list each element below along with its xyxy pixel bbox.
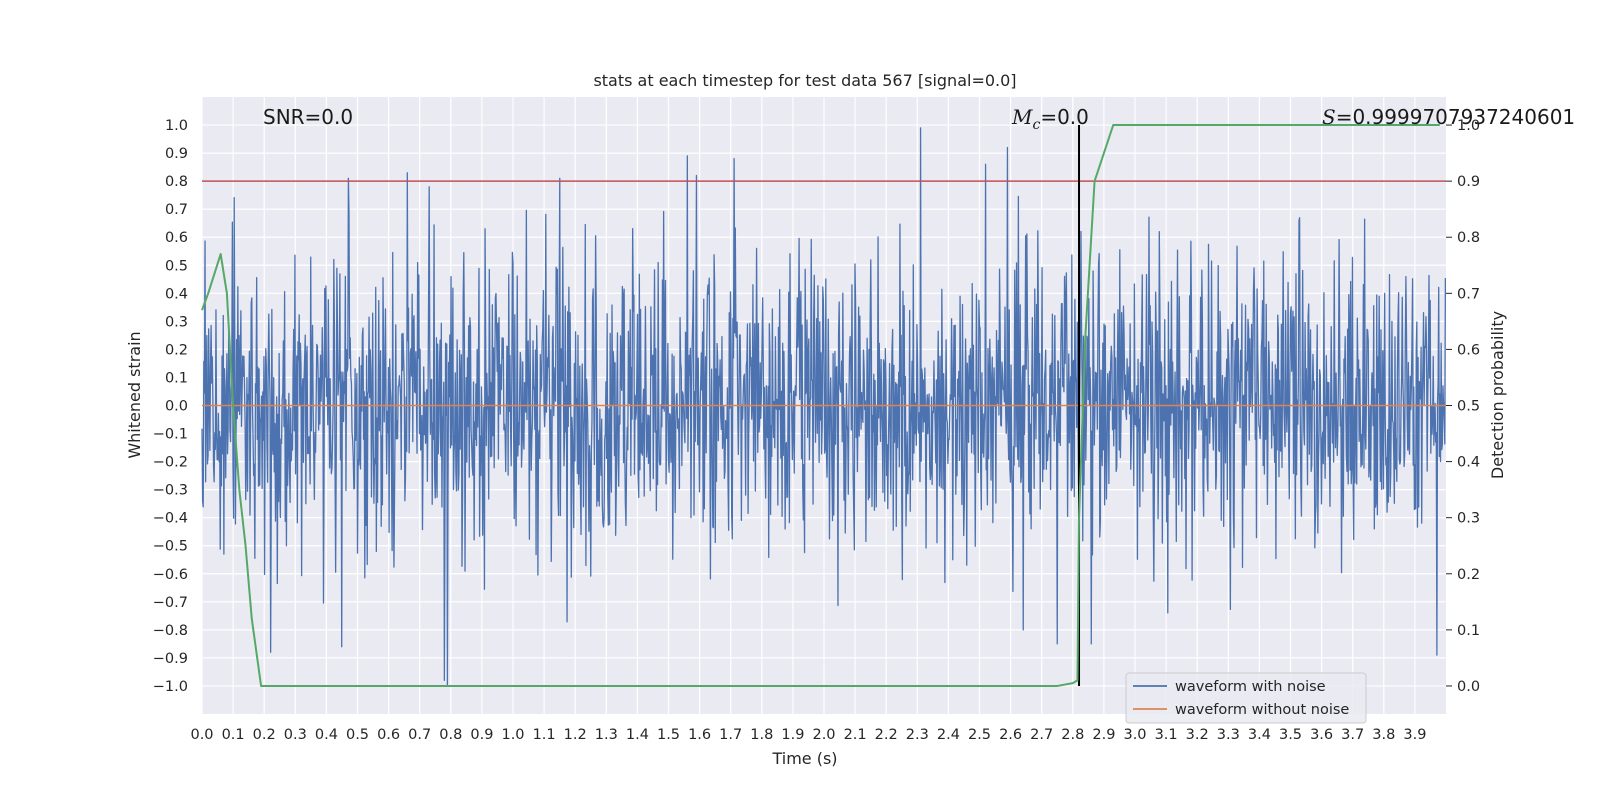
y-right-tick-label: 0.3 (1457, 511, 1480, 527)
y-right-tick-label: 0.8 (1457, 230, 1480, 246)
x-tick-label: 1.7 (719, 727, 742, 743)
y-tick-label: −0.4 (153, 511, 188, 527)
mc-subscript: c (1032, 117, 1040, 133)
legend: waveform with noise waveform without noi… (1125, 672, 1367, 724)
s-value: =0.9999707937240601 (1336, 105, 1575, 129)
y-tick-label: −0.9 (153, 651, 188, 667)
x-tick-label: 2.4 (937, 727, 960, 743)
x-tick-label: 1.2 (564, 727, 587, 743)
waveform-with-noise-series (201, 127, 1447, 687)
y-right-tick-label: 0.7 (1457, 286, 1480, 302)
y-right-tick-label: 0.1 (1457, 623, 1480, 639)
x-tick-label: 2.2 (875, 727, 898, 743)
y-tick-label: −0.1 (153, 427, 188, 443)
x-tick-label: 3.2 (1186, 727, 1209, 743)
x-tick-label: 2.7 (1030, 727, 1053, 743)
s-symbol: S (1322, 105, 1336, 129)
x-axis-label: Time (s) (771, 749, 837, 768)
x-tick-label: 3.7 (1341, 727, 1364, 743)
x-tick-label: 2.5 (968, 727, 991, 743)
y-axis-left: 1.0 0.9 0.8 0.7 0.6 0.5 0.4 0.3 0.2 0.1 0.0 −0.1 −0.… (153, 118, 188, 695)
overlay-series (201, 124, 1446, 687)
x-tick-label: 3.9 (1403, 727, 1426, 743)
mc-value: =0.0 (1040, 105, 1089, 129)
y-tick-label: 0.1 (165, 370, 188, 386)
y-tick-label: −0.6 (153, 567, 188, 583)
x-tick-label: 0.9 (470, 727, 493, 743)
y-tick-label: 0.6 (165, 230, 188, 246)
y-tick-label: −0.7 (153, 595, 188, 611)
y-tick-label: 0.2 (165, 342, 188, 358)
y-tick-label: −0.2 (153, 455, 188, 471)
x-tick-label: 2.3 (906, 727, 929, 743)
x-tick-label: 3.1 (1155, 727, 1178, 743)
x-tick-label: 3.6 (1310, 727, 1333, 743)
y-tick-label: −0.3 (153, 483, 188, 499)
x-tick-label: 0.4 (315, 727, 338, 743)
legend-label-clean: waveform without noise (1175, 702, 1349, 718)
chart-title: stats at each timestep for test data 567… (593, 71, 1016, 90)
score-annotation: S=0.9999707937240601 (1322, 105, 1575, 129)
x-axis: 0.0 0.1 0.2 0.3 0.4 0.5 0.6 0.7 0.8 0.9 1.0 1.1 1.2 1… (190, 727, 1426, 743)
legend-label-noise: waveform with noise (1175, 679, 1326, 695)
y-axis-label: Whitened strain (125, 331, 144, 458)
waveform-with-noise-line (201, 127, 1447, 687)
y-tick-label: 0.9 (165, 146, 188, 162)
y-right-tick-label: 0.4 (1457, 455, 1480, 471)
y-right-tick-label: 0.5 (1457, 399, 1480, 415)
x-tick-label: 2.8 (1061, 727, 1084, 743)
y-tick-label: 0.5 (165, 258, 188, 274)
x-tick-label: 3.5 (1279, 727, 1302, 743)
y-right-tick-label: 0.9 (1457, 174, 1480, 190)
y-right-tick-label: 0.2 (1457, 567, 1480, 583)
y-right-tick-label: 0.0 (1457, 679, 1480, 695)
x-tick-label: 3.4 (1248, 727, 1271, 743)
y-tick-label: 1.0 (165, 118, 188, 134)
x-tick-label: 2.6 (999, 727, 1022, 743)
snr-annotation: SNR=0.0 (263, 105, 353, 129)
legend-box (1125, 672, 1367, 724)
chirp-mass-annotation: Mc=0.0 (1011, 105, 1089, 133)
y-tick-label: −0.5 (153, 539, 188, 555)
mc-symbol: M (1011, 105, 1033, 129)
y-right-tick-label: 1.0 (1457, 118, 1480, 134)
x-tick-label: 2.9 (1092, 727, 1115, 743)
y-axis-right: 1.0 0.9 0.8 0.7 0.6 0.5 0.4 0.3 0.2 0.1 0.0 (1446, 118, 1480, 695)
x-tick-label: 0.3 (284, 727, 307, 743)
x-tick-label: 1.5 (657, 727, 680, 743)
y-tick-label: 0.4 (165, 286, 188, 302)
x-tick-label: 1.9 (781, 727, 804, 743)
x-tick-label: 0.5 (346, 727, 369, 743)
y-tick-label: 0.8 (165, 174, 188, 190)
y-tick-label: −1.0 (153, 679, 188, 695)
y-tick-label: 0.0 (165, 399, 188, 415)
detection-probability-line (201, 124, 1440, 687)
y-right-tick-label: 0.6 (1457, 342, 1480, 358)
x-tick-label: 0.2 (253, 727, 276, 743)
x-tick-label: 2.1 (844, 727, 867, 743)
x-tick-label: 0.7 (408, 727, 431, 743)
x-tick-label: 1.6 (688, 727, 711, 743)
x-tick-label: 1.1 (533, 727, 556, 743)
y-tick-label: 0.3 (165, 314, 188, 330)
x-tick-label: 1.0 (501, 727, 524, 743)
y-axis-label-right: Detection probability (1488, 311, 1507, 479)
x-tick-label: 0.0 (190, 727, 213, 743)
x-tick-label: 1.8 (750, 727, 773, 743)
x-tick-label: 1.4 (626, 727, 649, 743)
x-tick-label: 1.3 (595, 727, 618, 743)
x-tick-label: 3.3 (1217, 727, 1240, 743)
x-tick-label: 0.8 (439, 727, 462, 743)
x-tick-label: 0.6 (377, 727, 400, 743)
x-tick-label: 0.1 (222, 727, 245, 743)
x-tick-label: 3.0 (1123, 727, 1146, 743)
y-tick-label: −0.8 (153, 623, 188, 639)
x-tick-label: 2.0 (812, 727, 835, 743)
y-tick-label: 0.7 (165, 202, 188, 218)
x-tick-label: 3.8 (1372, 727, 1395, 743)
